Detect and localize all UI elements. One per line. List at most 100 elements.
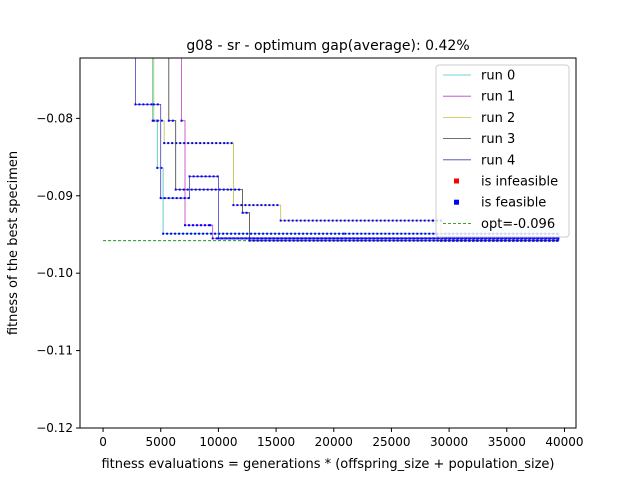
feasible-point [343, 219, 346, 222]
feasible-point [223, 142, 226, 145]
feasible-point [496, 239, 499, 242]
feasible-point [353, 237, 356, 240]
feasible-point [371, 219, 374, 222]
feasible-point [222, 232, 225, 235]
feasible-point [376, 239, 379, 242]
feasible-point [311, 219, 314, 222]
feasible-point [351, 219, 354, 222]
axes-layer: 0 5000 10000 15000 20000 25000 30000 35000 40000… [36, 111, 583, 449]
feasible-point [396, 239, 399, 242]
feasible-point [517, 237, 520, 240]
x-tick-label: 35000 [488, 435, 526, 449]
feasible-point [300, 239, 303, 242]
feasible-point [283, 219, 286, 222]
feasible-point [248, 239, 251, 242]
feasible-point [448, 239, 451, 242]
feasible-point [203, 142, 206, 145]
feasible-point [420, 232, 423, 235]
feasible-point [428, 239, 431, 242]
feasible-point [388, 232, 391, 235]
feasible-point [167, 142, 170, 145]
feasible-point [183, 142, 186, 145]
feasible-point [408, 239, 411, 242]
feasible-point [521, 237, 524, 240]
feasible-point [171, 119, 174, 122]
legend-label: run 0 [481, 69, 515, 84]
feasible-point [312, 239, 315, 242]
feasible-point [536, 239, 539, 242]
feasible-point [222, 188, 225, 191]
feasible-point [273, 237, 276, 240]
feasible-point [191, 142, 194, 145]
feasible-point [314, 232, 317, 235]
feasible-point [449, 237, 452, 240]
feasible-point [356, 239, 359, 242]
feasible-point [364, 239, 367, 242]
legend-label: run 2 [481, 111, 515, 126]
feasible-point [404, 239, 407, 242]
feasible-point [304, 239, 307, 242]
feasible-point [188, 224, 190, 227]
feasible-point [215, 237, 218, 240]
feasible-point [403, 219, 406, 222]
x-axis-label: fitness evaluations = generations * (off… [101, 457, 554, 472]
feasible-point [428, 232, 431, 235]
feasible-point [280, 239, 283, 242]
feasible-point [327, 219, 330, 222]
feasible-point [234, 188, 237, 191]
feasible-point [330, 232, 333, 235]
feasible-point [260, 239, 263, 242]
feasible-point [445, 237, 448, 240]
feasible-point [348, 239, 351, 242]
feasible-point [376, 232, 379, 235]
feasible-point [279, 219, 282, 222]
feasible-point [409, 237, 412, 240]
feasible-point [407, 219, 410, 222]
feasible-point [230, 142, 233, 145]
feasible-point [453, 237, 456, 240]
feasible-point [204, 175, 207, 178]
feasible-point [256, 204, 259, 207]
feasible-point [400, 232, 403, 235]
feasible-point [424, 239, 427, 242]
feasible-point [219, 142, 222, 145]
feasible-point [206, 232, 209, 235]
feasible-point [444, 239, 447, 242]
feasible-point [336, 239, 339, 242]
feasible-point [212, 175, 215, 178]
feasible-point [319, 219, 322, 222]
feasible-point [545, 237, 548, 240]
feasible-point [208, 224, 210, 227]
feasible-point [472, 239, 475, 242]
feasible-point [170, 232, 173, 235]
feasible-point [537, 237, 540, 240]
feasible-point [379, 219, 382, 222]
feasible-point [360, 232, 363, 235]
feasible-point [405, 237, 408, 240]
feasible-point [441, 237, 444, 240]
feasible-point [286, 232, 289, 235]
feasible-point [180, 119, 183, 122]
feasible-point [134, 103, 137, 106]
feasible-point [226, 188, 229, 191]
feasible-point [427, 219, 430, 222]
feasible-point [548, 239, 551, 242]
feasible-point [513, 237, 516, 240]
feasible-point [432, 219, 434, 222]
feasible-point [392, 239, 395, 242]
x-tick-label: 25000 [372, 435, 410, 449]
feasible-point [500, 239, 503, 242]
feasible-point [210, 232, 213, 235]
feasible-point [465, 237, 468, 240]
feasible-point [225, 237, 228, 240]
feasible-point [190, 232, 193, 235]
feasible-point [325, 237, 328, 240]
feasible-point [313, 237, 316, 240]
feasible-point [246, 232, 249, 235]
feasible-point [481, 237, 484, 240]
feasible-point [359, 219, 362, 222]
feasible-point [333, 237, 336, 240]
feasible-point [344, 232, 347, 235]
feasible-point [195, 142, 198, 145]
